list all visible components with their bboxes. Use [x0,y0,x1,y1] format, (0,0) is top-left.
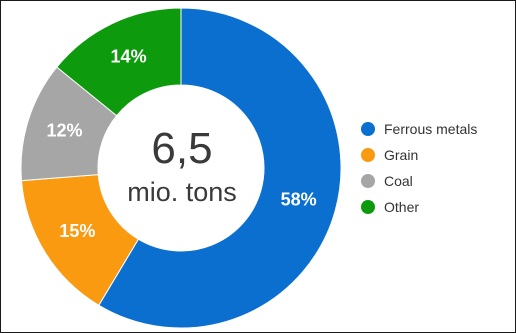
slice-label-other: 14% [111,47,147,67]
legend-swatch-grain [361,148,375,162]
slice-ferrous-metals [98,7,342,329]
legend-item-ferrous-metals: Ferrous metals [361,116,477,142]
slice-label-grain: 15% [59,221,95,241]
slice-label-coal: 12% [46,121,82,141]
legend-swatch-coal [361,174,375,188]
slice-label-ferrous-metals: 58% [281,189,317,209]
legend: Ferrous metals Grain Coal Other [361,116,477,220]
legend-item-grain: Grain [361,142,477,168]
legend-label: Grain [384,147,419,163]
legend-swatch-other [361,200,375,214]
legend-label: Ferrous metals [384,121,478,137]
legend-label: Other [384,199,420,215]
slice-other [56,7,182,117]
center-total-unit: mio. tons [127,177,237,207]
legend-item-other: Other [361,194,477,220]
legend-item-coal: Coal [361,168,477,194]
legend-label: Coal [384,173,413,189]
legend-swatch-ferrous-metals [361,122,375,136]
center-total-value: 6,5 [151,124,213,173]
